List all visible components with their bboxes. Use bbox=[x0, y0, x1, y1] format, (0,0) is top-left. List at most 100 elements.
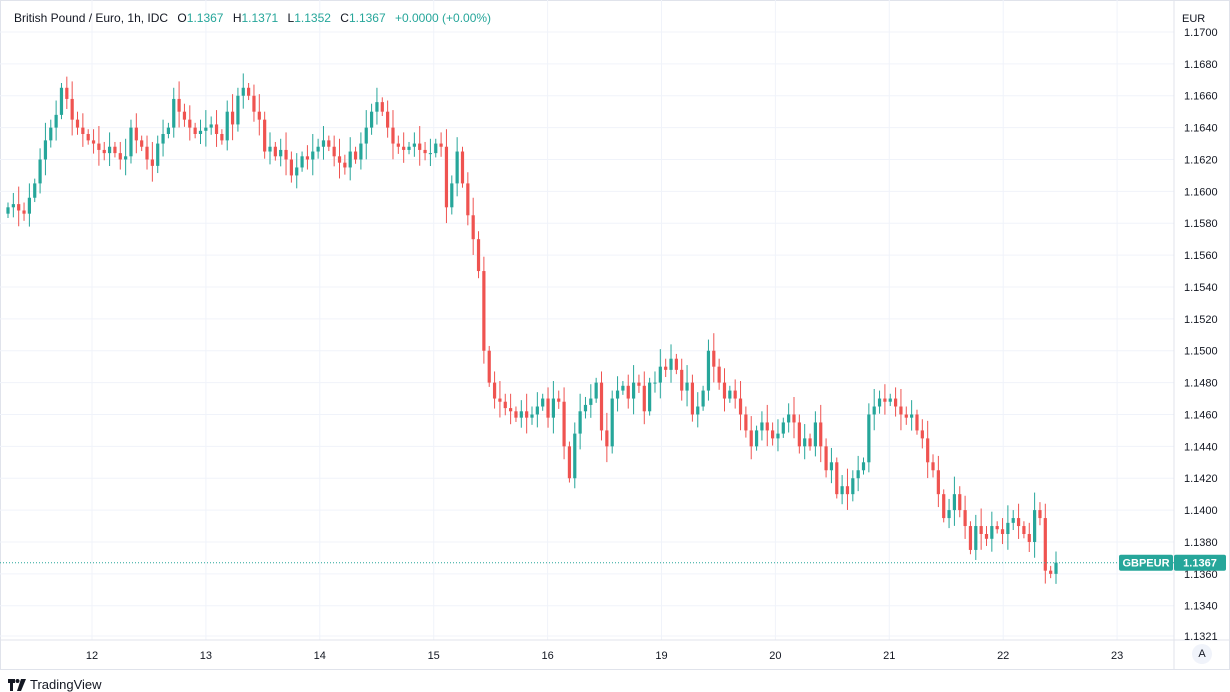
candle-body bbox=[1006, 522, 1010, 535]
candle-body bbox=[631, 382, 636, 399]
candle-body bbox=[535, 406, 539, 415]
candle-body bbox=[893, 398, 898, 407]
candle-body bbox=[102, 149, 106, 154]
candles bbox=[6, 73, 1058, 584]
candle-body bbox=[958, 494, 962, 511]
candle-body bbox=[247, 87, 251, 96]
candle-body bbox=[1054, 562, 1058, 574]
candle-body bbox=[840, 486, 844, 495]
candle-body bbox=[91, 140, 96, 144]
candle-body bbox=[658, 366, 662, 383]
candle-body bbox=[995, 526, 999, 530]
candle-body bbox=[877, 398, 882, 407]
candle-body bbox=[744, 414, 748, 431]
candle-body bbox=[551, 398, 555, 418]
x-tick-label: 22 bbox=[997, 650, 1009, 662]
candle-body bbox=[129, 127, 133, 157]
candle-body bbox=[289, 159, 293, 176]
candle-body bbox=[118, 153, 122, 160]
last-price-tag: GBPEUR 1.1367 bbox=[0, 554, 1226, 571]
y-tick-label: 1.1700 bbox=[1184, 27, 1218, 39]
candle-body bbox=[241, 87, 245, 96]
candle-body bbox=[883, 398, 887, 402]
candle-body bbox=[557, 398, 561, 402]
candle-body bbox=[968, 526, 973, 550]
candle-body bbox=[17, 204, 21, 211]
candle-body bbox=[279, 149, 283, 157]
candle-body bbox=[193, 127, 197, 134]
candle-body bbox=[161, 133, 165, 144]
auto-scale-button[interactable]: A bbox=[1192, 644, 1212, 664]
candle-body bbox=[1022, 526, 1026, 535]
y-tick-label: 1.1500 bbox=[1184, 346, 1218, 358]
candle-body bbox=[626, 385, 630, 399]
candle-body bbox=[252, 95, 256, 112]
candle-body bbox=[605, 430, 609, 447]
candle-body bbox=[824, 446, 828, 471]
candle-body bbox=[562, 401, 566, 447]
candle-body bbox=[829, 462, 834, 471]
candle-body bbox=[407, 146, 411, 150]
candle-body bbox=[198, 130, 203, 134]
candle-body bbox=[637, 382, 641, 386]
candle-body bbox=[926, 438, 930, 463]
candle-body bbox=[359, 143, 363, 160]
candle-body bbox=[134, 127, 138, 141]
candle-body bbox=[439, 143, 443, 147]
candle-body bbox=[209, 124, 213, 128]
candle-body bbox=[845, 486, 850, 495]
candle-body bbox=[776, 433, 780, 439]
candle-body bbox=[813, 422, 817, 447]
tradingview-logo[interactable]: TradingView bbox=[8, 677, 102, 692]
x-tick-label: 16 bbox=[541, 650, 553, 662]
y-tick-label: 1.1680 bbox=[1184, 59, 1218, 71]
candle-body bbox=[375, 102, 379, 112]
candle-body bbox=[444, 146, 449, 208]
change-value: +0.0000 (+0.00%) bbox=[394, 11, 492, 25]
y-tick-label: 1.1321 bbox=[1184, 631, 1218, 643]
candle-body bbox=[487, 350, 491, 383]
candle-body bbox=[567, 446, 572, 479]
candle-body bbox=[701, 390, 705, 407]
candle-body bbox=[787, 414, 791, 423]
candle-body bbox=[321, 140, 326, 147]
candle-body bbox=[124, 156, 128, 160]
candle-body bbox=[1011, 518, 1015, 523]
candle-body bbox=[27, 197, 31, 214]
candle-body bbox=[204, 127, 208, 131]
candle-body bbox=[760, 422, 764, 431]
candlestick-chart[interactable]: EUR 1.1700 1.1680 1.1660 1.1640 1.1620 1.1600… bbox=[0, 0, 1230, 670]
candle-body bbox=[140, 140, 144, 147]
candle-body bbox=[765, 422, 769, 431]
candle-body bbox=[59, 87, 64, 115]
candle-body bbox=[311, 151, 315, 160]
candle-body bbox=[749, 430, 753, 447]
symbol-header: British Pound / Euro, 1h, IDC O1.1367 H1… bbox=[14, 11, 491, 25]
candle-body bbox=[530, 414, 534, 418]
candle-body bbox=[300, 156, 304, 168]
candle-body bbox=[268, 146, 272, 152]
candle-body bbox=[1043, 518, 1047, 571]
candle-body bbox=[327, 140, 331, 147]
candle-body bbox=[150, 159, 154, 166]
candle-body bbox=[305, 156, 310, 160]
x-axis-ticks: 12 13 14 15 16 19 20 21 22 23 bbox=[86, 650, 1123, 662]
candle-body bbox=[952, 494, 957, 511]
y-tick-label: 1.1420 bbox=[1184, 473, 1218, 485]
candle-body bbox=[1000, 529, 1005, 535]
candle-body bbox=[434, 143, 438, 154]
candle-body bbox=[332, 146, 336, 157]
candle-body bbox=[455, 151, 459, 184]
candle-body bbox=[11, 204, 15, 208]
candle-body bbox=[6, 207, 10, 214]
candle-body bbox=[664, 366, 668, 370]
y-tick-label: 1.1480 bbox=[1184, 378, 1218, 390]
candle-body bbox=[156, 143, 160, 166]
candle-body bbox=[808, 438, 812, 447]
candle-body bbox=[337, 156, 342, 163]
candle-body bbox=[1049, 570, 1053, 574]
x-tick-label: 23 bbox=[1111, 650, 1123, 662]
candle-body bbox=[669, 358, 673, 370]
candle-body bbox=[38, 159, 42, 184]
grid bbox=[0, 0, 1174, 640]
